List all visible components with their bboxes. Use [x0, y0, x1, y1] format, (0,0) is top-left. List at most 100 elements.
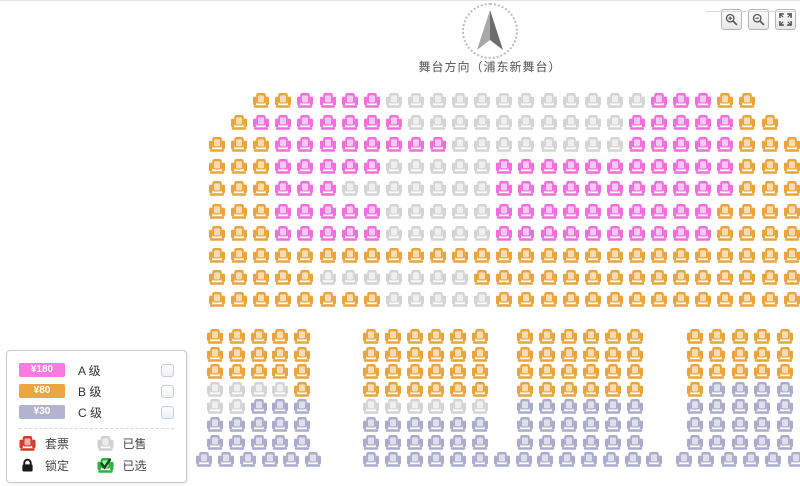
seat[interactable]	[627, 382, 643, 397]
seat[interactable]	[320, 292, 336, 307]
seat[interactable]	[717, 93, 733, 108]
seat[interactable]	[297, 270, 313, 285]
seat[interactable]	[275, 292, 291, 307]
seat[interactable]	[563, 204, 579, 219]
seat[interactable]	[472, 382, 488, 397]
tier-c-checkbox[interactable]	[161, 405, 174, 419]
seat[interactable]	[275, 93, 291, 108]
seat[interactable]	[407, 452, 423, 467]
seat[interactable]	[275, 226, 291, 241]
seat[interactable]	[364, 204, 380, 219]
seat[interactable]	[754, 329, 770, 344]
seat[interactable]	[784, 181, 800, 196]
seat[interactable]	[743, 452, 759, 467]
seat[interactable]	[629, 159, 645, 174]
seat[interactable]	[253, 248, 269, 263]
seat[interactable]	[253, 270, 269, 285]
seat[interactable]	[739, 226, 755, 241]
seat[interactable]	[209, 292, 225, 307]
seat[interactable]	[673, 159, 689, 174]
seat[interactable]	[297, 115, 313, 130]
seat[interactable]	[673, 226, 689, 241]
seat[interactable]	[272, 347, 288, 362]
seat[interactable]	[386, 248, 402, 263]
seat[interactable]	[777, 347, 793, 362]
seat[interactable]	[428, 329, 444, 344]
seat[interactable]	[517, 417, 533, 432]
seat[interactable]	[695, 115, 711, 130]
seat[interactable]	[342, 204, 358, 219]
seat[interactable]	[563, 292, 579, 307]
seat[interactable]	[231, 226, 247, 241]
seat[interactable]	[605, 382, 621, 397]
seat[interactable]	[717, 159, 733, 174]
seat[interactable]	[687, 347, 703, 362]
seat[interactable]	[407, 364, 423, 379]
seat[interactable]	[450, 417, 466, 432]
seat[interactable]	[607, 270, 623, 285]
seat[interactable]	[732, 329, 748, 344]
seat[interactable]	[627, 364, 643, 379]
seat[interactable]	[231, 137, 247, 152]
seat[interactable]	[518, 159, 534, 174]
seat[interactable]	[717, 137, 733, 152]
seat[interactable]	[698, 452, 714, 467]
seat[interactable]	[695, 226, 711, 241]
seat[interactable]	[251, 417, 267, 432]
seat[interactable]	[294, 399, 310, 414]
seat[interactable]	[709, 364, 725, 379]
seat[interactable]	[673, 248, 689, 263]
seat[interactable]	[777, 435, 793, 450]
seat[interactable]	[342, 248, 358, 263]
seat[interactable]	[583, 417, 599, 432]
seat[interactable]	[450, 382, 466, 397]
seat[interactable]	[732, 435, 748, 450]
seat[interactable]	[627, 417, 643, 432]
seat[interactable]	[687, 364, 703, 379]
seat[interactable]	[385, 417, 401, 432]
seat[interactable]	[539, 399, 555, 414]
seat[interactable]	[651, 137, 667, 152]
seat[interactable]	[687, 399, 703, 414]
seat[interactable]	[209, 204, 225, 219]
seat[interactable]	[673, 181, 689, 196]
seat[interactable]	[629, 270, 645, 285]
seat[interactable]	[762, 181, 778, 196]
seat[interactable]	[561, 364, 577, 379]
seat[interactable]	[253, 204, 269, 219]
seat[interactable]	[539, 347, 555, 362]
seat[interactable]	[541, 159, 557, 174]
seat[interactable]	[607, 204, 623, 219]
seat[interactable]	[320, 248, 336, 263]
seat[interactable]	[627, 399, 643, 414]
seat[interactable]	[494, 452, 510, 467]
seat[interactable]	[386, 115, 402, 130]
seat[interactable]	[385, 329, 401, 344]
seat[interactable]	[739, 204, 755, 219]
seat[interactable]	[673, 93, 689, 108]
seat[interactable]	[363, 417, 379, 432]
seat[interactable]	[651, 292, 667, 307]
seat[interactable]	[363, 382, 379, 397]
seat[interactable]	[517, 399, 533, 414]
seat[interactable]	[585, 292, 601, 307]
seat[interactable]	[297, 204, 313, 219]
seat[interactable]	[272, 364, 288, 379]
seat[interactable]	[583, 329, 599, 344]
seat[interactable]	[762, 226, 778, 241]
fit-screen-button[interactable]	[775, 9, 796, 30]
seat[interactable]	[673, 270, 689, 285]
seat[interactable]	[629, 137, 645, 152]
seat[interactable]	[605, 347, 621, 362]
seat[interactable]	[251, 435, 267, 450]
seat[interactable]	[561, 382, 577, 397]
seat[interactable]	[541, 270, 557, 285]
seat[interactable]	[625, 452, 641, 467]
seat[interactable]	[673, 204, 689, 219]
seat[interactable]	[209, 270, 225, 285]
seat[interactable]	[537, 452, 553, 467]
seat[interactable]	[754, 382, 770, 397]
seat[interactable]	[218, 452, 234, 467]
seat[interactable]	[563, 181, 579, 196]
seat[interactable]	[364, 226, 380, 241]
